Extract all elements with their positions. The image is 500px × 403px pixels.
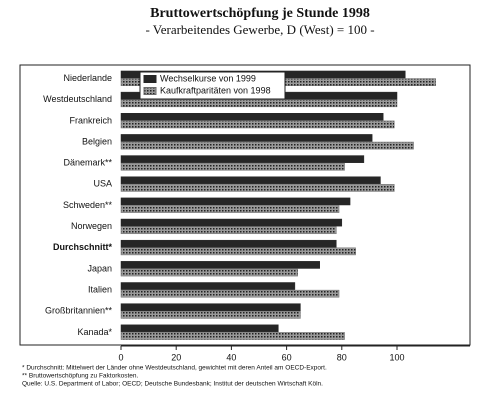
footnote: * Durchschnitt: Mittelwert der Länder oh… bbox=[22, 365, 327, 372]
bar bbox=[120, 218, 343, 227]
bar bbox=[120, 303, 301, 312]
y-tick-label: Dänemark** bbox=[63, 158, 112, 168]
y-tick-label: Großbritannien** bbox=[45, 306, 113, 316]
y-tick-label: Niederlande bbox=[63, 73, 112, 83]
x-tick-label: 20 bbox=[171, 352, 181, 362]
bar bbox=[120, 239, 337, 248]
x-tick-label: 0 bbox=[118, 352, 123, 362]
bar bbox=[120, 289, 340, 298]
bar bbox=[120, 282, 296, 290]
bar bbox=[120, 113, 384, 121]
chart-title: Bruttowertschöpfung je Stunde 1998 bbox=[150, 6, 370, 21]
y-tick-label: USA bbox=[93, 179, 112, 189]
y-tick-label: Frankreich bbox=[69, 115, 112, 125]
bar bbox=[120, 205, 340, 213]
footnote: Quelle: U.S. Department of Labor; OECD; … bbox=[22, 381, 323, 388]
legend-label: Kaufkraftparitäten von 1998 bbox=[160, 85, 271, 95]
chart-frame bbox=[19, 64, 471, 346]
y-tick-label: Japan bbox=[87, 263, 112, 273]
bar bbox=[120, 120, 395, 129]
y-tick-label: Norwegen bbox=[71, 221, 112, 231]
bar bbox=[120, 141, 414, 150]
bar bbox=[120, 162, 345, 171]
chart-subtitle: - Verarbeitendes Gewerbe, D (West) = 100… bbox=[145, 22, 374, 37]
bar bbox=[120, 261, 320, 269]
bar bbox=[120, 268, 298, 277]
bar bbox=[120, 184, 395, 192]
x-tick-label: 100 bbox=[389, 352, 404, 362]
bar bbox=[120, 99, 398, 108]
y-tick-label: Italien bbox=[88, 284, 112, 294]
x-tick-label: 80 bbox=[337, 352, 347, 362]
bar bbox=[120, 332, 345, 340]
legend-swatch bbox=[143, 87, 157, 95]
legend-label: Wechselkurse von 1999 bbox=[160, 73, 256, 83]
y-tick-label: Belgien bbox=[82, 136, 112, 146]
bar bbox=[120, 176, 381, 185]
legend-swatch bbox=[143, 75, 157, 83]
y-tick-label: Durchschnitt* bbox=[53, 242, 113, 252]
bar bbox=[120, 155, 365, 163]
bar bbox=[120, 247, 356, 256]
y-tick-label: Kanada* bbox=[77, 327, 112, 337]
bar bbox=[120, 134, 373, 142]
bar bbox=[120, 197, 351, 206]
bar bbox=[120, 324, 279, 333]
footnote: ** Bruttowertschöpfung zu Faktorkosten. bbox=[22, 373, 139, 380]
x-tick-label: 60 bbox=[282, 352, 292, 362]
bar bbox=[120, 311, 301, 319]
x-tick-label: 40 bbox=[226, 352, 236, 362]
legend-box bbox=[139, 71, 286, 100]
bar bbox=[120, 226, 337, 235]
y-tick-label: Schweden** bbox=[63, 200, 113, 210]
y-tick-label: Westdeutschland bbox=[43, 94, 112, 104]
